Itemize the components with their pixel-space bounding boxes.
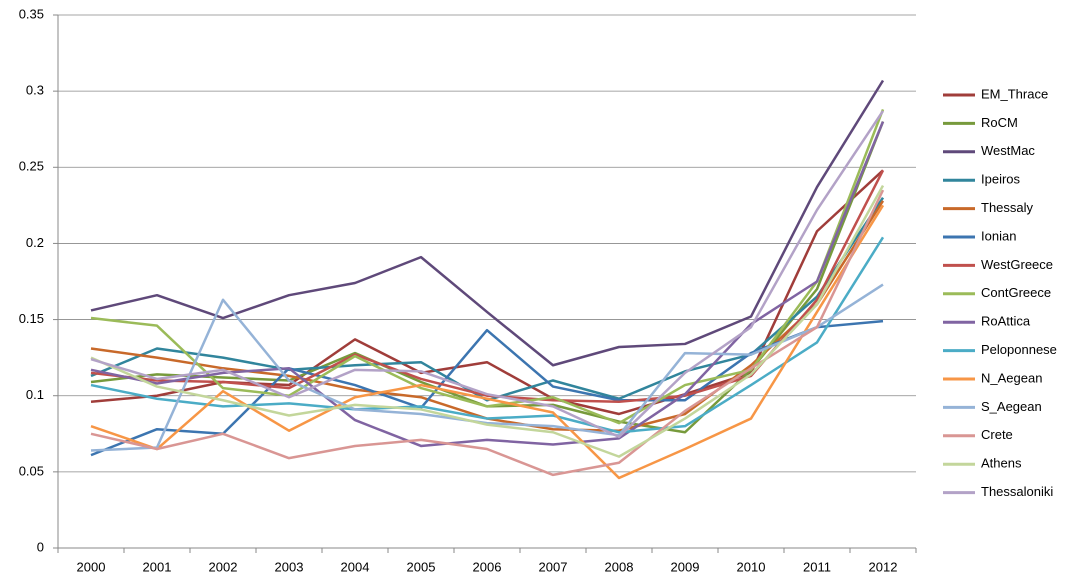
x-tick-label: 2007: [539, 559, 568, 574]
x-tick-label: 2003: [275, 559, 304, 574]
series-line: [90, 204, 885, 480]
legend-label: S_Aegean: [981, 399, 1042, 414]
series-line: [90, 319, 884, 457]
legend-label: Ipeiros: [981, 172, 1021, 187]
y-tick-label: 0.05: [19, 463, 44, 478]
x-tick-label: 2012: [869, 559, 898, 574]
series-line: [90, 236, 885, 434]
series-line: [90, 110, 885, 439]
x-tick-label: 2005: [407, 559, 436, 574]
x-tick-label: 2002: [209, 559, 238, 574]
y-tick-label: 0.3: [26, 83, 44, 98]
legend-label: N_Aegean: [981, 370, 1042, 385]
series-line: [90, 169, 885, 404]
y-tick-label: 0.15: [19, 311, 44, 326]
legend-label: ContGreece: [981, 285, 1051, 300]
legend-label: Thessaly: [981, 200, 1034, 215]
x-tick-label: 2000: [77, 559, 106, 574]
y-tick-label: 0.25: [19, 159, 44, 174]
x-tick-label: 2004: [341, 559, 370, 574]
y-tick-label: 0: [37, 539, 44, 554]
series-line: [90, 108, 885, 425]
series-line: [90, 121, 885, 448]
x-tick-label: 2001: [143, 559, 172, 574]
series-line: [90, 283, 884, 452]
y-tick-label: 0.2: [26, 235, 44, 250]
legend-label: RoAttica: [981, 314, 1031, 329]
series-line: [90, 189, 885, 477]
x-tick-label: 2011: [803, 559, 831, 574]
series-line: [90, 197, 885, 402]
x-tick-label: 2006: [473, 559, 502, 574]
x-tick-label: 2008: [605, 559, 634, 574]
y-tick-label: 0.1: [26, 387, 44, 402]
legend-label: Ionian: [981, 228, 1016, 243]
series-line: [90, 79, 885, 367]
y-tick-label: 0.35: [19, 6, 44, 21]
legend-label: RoCM: [981, 115, 1018, 130]
x-tick-label: 2009: [671, 559, 700, 574]
legend-label: WestMac: [981, 143, 1035, 158]
legend-label: EM_Thrace: [981, 86, 1048, 101]
legend-label: Crete: [981, 427, 1013, 442]
series-line: [90, 184, 885, 458]
legend-label: Thessaloniki: [981, 484, 1053, 499]
legend-label: Peloponnese: [981, 342, 1057, 357]
legend-label: Athens: [981, 456, 1022, 471]
x-tick-label: 2010: [737, 559, 766, 574]
legend-label: WestGreece: [981, 257, 1053, 272]
